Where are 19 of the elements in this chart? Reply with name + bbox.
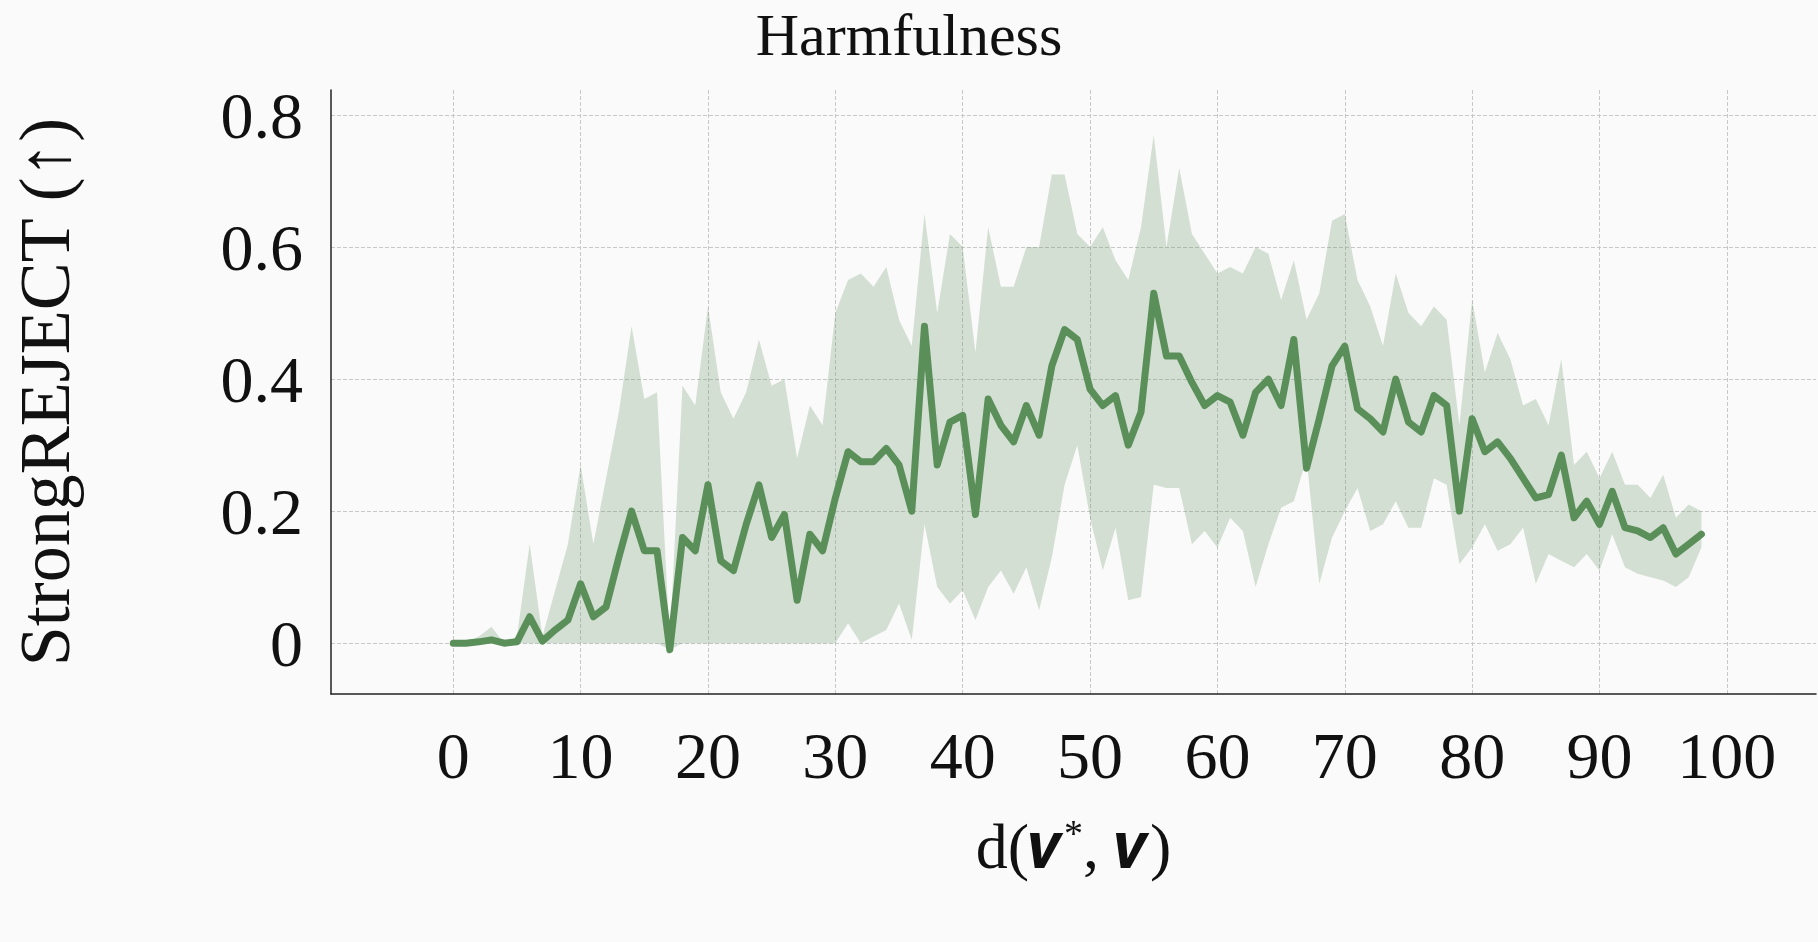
y-axis-title: StrongREJECT (↑)	[5, 117, 85, 667]
x-tick-label: 10	[547, 718, 614, 792]
y-tick-label: 0.2	[220, 474, 303, 548]
chart-title: Harmfulness	[755, 2, 1063, 68]
x-tick-label: 70	[1311, 718, 1378, 792]
x-tick-label: 20	[674, 718, 741, 792]
y-tick-label: 0.8	[220, 78, 303, 152]
x-tick-label: 0	[436, 718, 470, 792]
x-tick-label: 100	[1677, 718, 1777, 792]
x-tick-label: 30	[802, 718, 869, 792]
x-tick-label: 90	[1566, 718, 1633, 792]
x-tick-label: 40	[929, 718, 996, 792]
x-tick-label: 80	[1439, 718, 1506, 792]
x-axis-title: d(𝒗*, 𝒗)	[975, 810, 1172, 882]
x-tick-label: 50	[1057, 718, 1124, 792]
y-tick-label: 0.4	[220, 342, 303, 416]
y-tick-label: 0.6	[220, 210, 303, 284]
x-tick-label: 60	[1184, 718, 1251, 792]
y-tick-label: 0	[270, 606, 303, 680]
